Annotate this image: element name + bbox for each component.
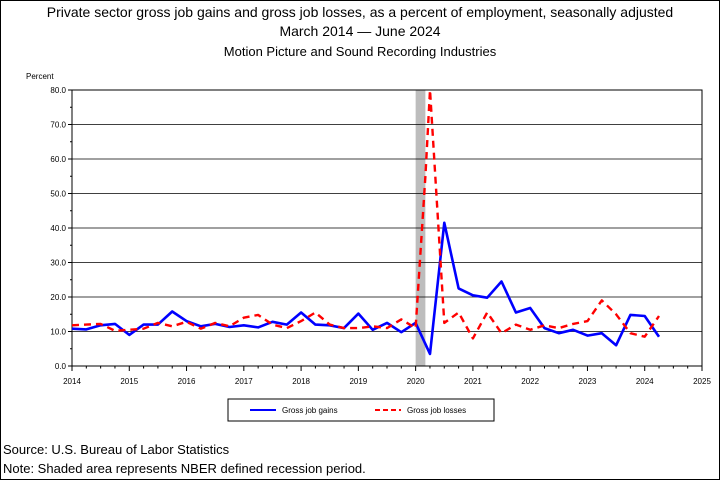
x-tick-label: 2018 (292, 377, 310, 386)
y-tick-label: 0.0 (55, 362, 67, 371)
y-tick-label: 40.0 (50, 224, 66, 233)
y-tick-label: 80.0 (50, 86, 66, 95)
x-tick-label: 2021 (464, 377, 482, 386)
y-tick-label: 30.0 (50, 259, 66, 268)
legend-label-gross-job-gains: Gross job gains (282, 406, 338, 415)
x-tick-label: 2025 (693, 377, 711, 386)
x-tick-label: 2019 (349, 377, 367, 386)
y-tick-label: 10.0 (50, 328, 66, 337)
x-tick-label: 2022 (521, 377, 539, 386)
series-line-gross-job-losses (71, 88, 660, 340)
x-tick-label: 2015 (120, 377, 138, 386)
chart-date-range: March 2014 — June 2024 (279, 23, 441, 39)
y-axis-label: Percent (26, 72, 54, 81)
x-tick-label: 2023 (579, 377, 597, 386)
y-tick-label: 50.0 (50, 190, 66, 199)
series-line-gross-job-gains (71, 221, 661, 356)
x-tick-label: 2024 (636, 377, 654, 386)
y-tick-label: 60.0 (50, 155, 66, 164)
legend: Gross job gains Gross job losses (227, 398, 495, 422)
chart-title: Private sector gross job gains and gross… (46, 4, 674, 20)
x-tick-label: 2017 (235, 377, 253, 386)
y-tick-label: 20.0 (50, 293, 66, 302)
legend-label-gross-job-losses: Gross job losses (407, 406, 466, 415)
x-tick-label: 2014 (63, 377, 81, 386)
legend-box (227, 398, 495, 422)
y-tick-label: 70.0 (50, 121, 66, 130)
recession-note: Note: Shaded area represents NBER define… (3, 461, 366, 476)
chart-industry-subtitle: Motion Picture and Sound Recording Indus… (223, 44, 497, 59)
source-note: Source: U.S. Bureau of Labor Statistics (3, 442, 230, 457)
x-tick-label: 2016 (178, 377, 196, 386)
x-tick-label: 2020 (407, 377, 425, 386)
